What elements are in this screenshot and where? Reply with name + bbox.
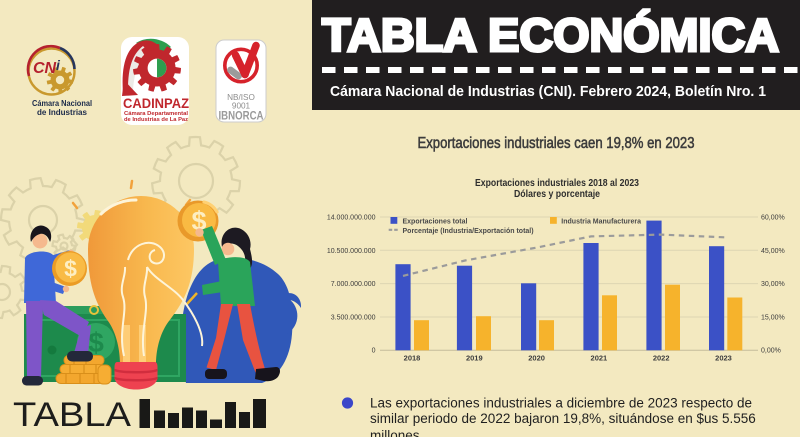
svg-text:TABLA: TABLA: [13, 396, 131, 434]
svg-text:CN: CN: [33, 60, 57, 77]
svg-text:2023: 2023: [715, 354, 732, 363]
svg-text:2021: 2021: [591, 354, 608, 363]
svg-text:2020: 2020: [528, 354, 545, 363]
svg-text:Exportaciones industriales 201: Exportaciones industriales 2018 al 2023: [475, 178, 639, 189]
svg-text:Dólares y porcentaje: Dólares y porcentaje: [514, 189, 600, 200]
svg-text:Porcentaje (Industria/Exportac: Porcentaje (Industria/Exportación total): [403, 228, 534, 235]
svg-text:30,00%: 30,00%: [761, 281, 785, 288]
svg-text:de Industrias: de Industrias: [37, 107, 87, 117]
svg-text:7.000.000.000: 7.000.000.000: [331, 281, 376, 288]
svg-text:$: $: [191, 206, 206, 236]
svg-text:Cámara Nacional de Industrias: Cámara Nacional de Industrias (CNI). Feb…: [330, 83, 766, 100]
svg-text:Cámara Nacional: Cámara Nacional: [32, 98, 92, 108]
svg-text:10.500.000.000: 10.500.000.000: [327, 248, 376, 255]
svg-text:0: 0: [372, 348, 376, 355]
svg-text:Cámara Departamental: Cámara Departamental: [124, 111, 189, 117]
svg-text:Exportaciones industriales cae: Exportaciones industriales caen 19,8% en…: [418, 135, 695, 152]
svg-text:Las exportaciones industriales: Las exportaciones industriales a diciemb…: [370, 396, 752, 411]
svg-text:2022: 2022: [653, 354, 670, 363]
svg-text:TABLA ECONÓMICA: TABLA ECONÓMICA: [322, 9, 779, 61]
svg-text:45,00%: 45,00%: [761, 248, 785, 255]
svg-text:similar periodo de 2022 bajaro: similar periodo de 2022 bajaron 19,8%, s…: [370, 411, 756, 426]
svg-text:CADINPAZ: CADINPAZ: [123, 96, 189, 111]
svg-text:IBNORCA: IBNORCA: [219, 109, 264, 123]
svg-text:NB/ISO: NB/ISO: [227, 93, 255, 102]
svg-text:$: $: [88, 327, 104, 358]
svg-text:2019: 2019: [466, 354, 483, 363]
svg-text:millones: millones: [370, 428, 420, 437]
svg-text:15,00%: 15,00%: [761, 314, 785, 321]
svg-text:3.500.000.000: 3.500.000.000: [331, 314, 376, 321]
svg-text:0,00%: 0,00%: [761, 348, 781, 355]
svg-text:2018: 2018: [404, 354, 421, 363]
svg-text:de Industrias de La Paz: de Industrias de La Paz: [124, 117, 188, 123]
svg-text:60,00%: 60,00%: [761, 215, 785, 222]
svg-text:9001: 9001: [232, 102, 251, 111]
svg-text:$: $: [64, 256, 77, 282]
svg-text:Industria Manufacturera: Industria Manufacturera: [561, 219, 641, 226]
svg-text:14.000.000.000: 14.000.000.000: [327, 215, 376, 222]
svg-text:i: i: [56, 57, 61, 73]
svg-text:Exportaciones total: Exportaciones total: [403, 219, 468, 226]
